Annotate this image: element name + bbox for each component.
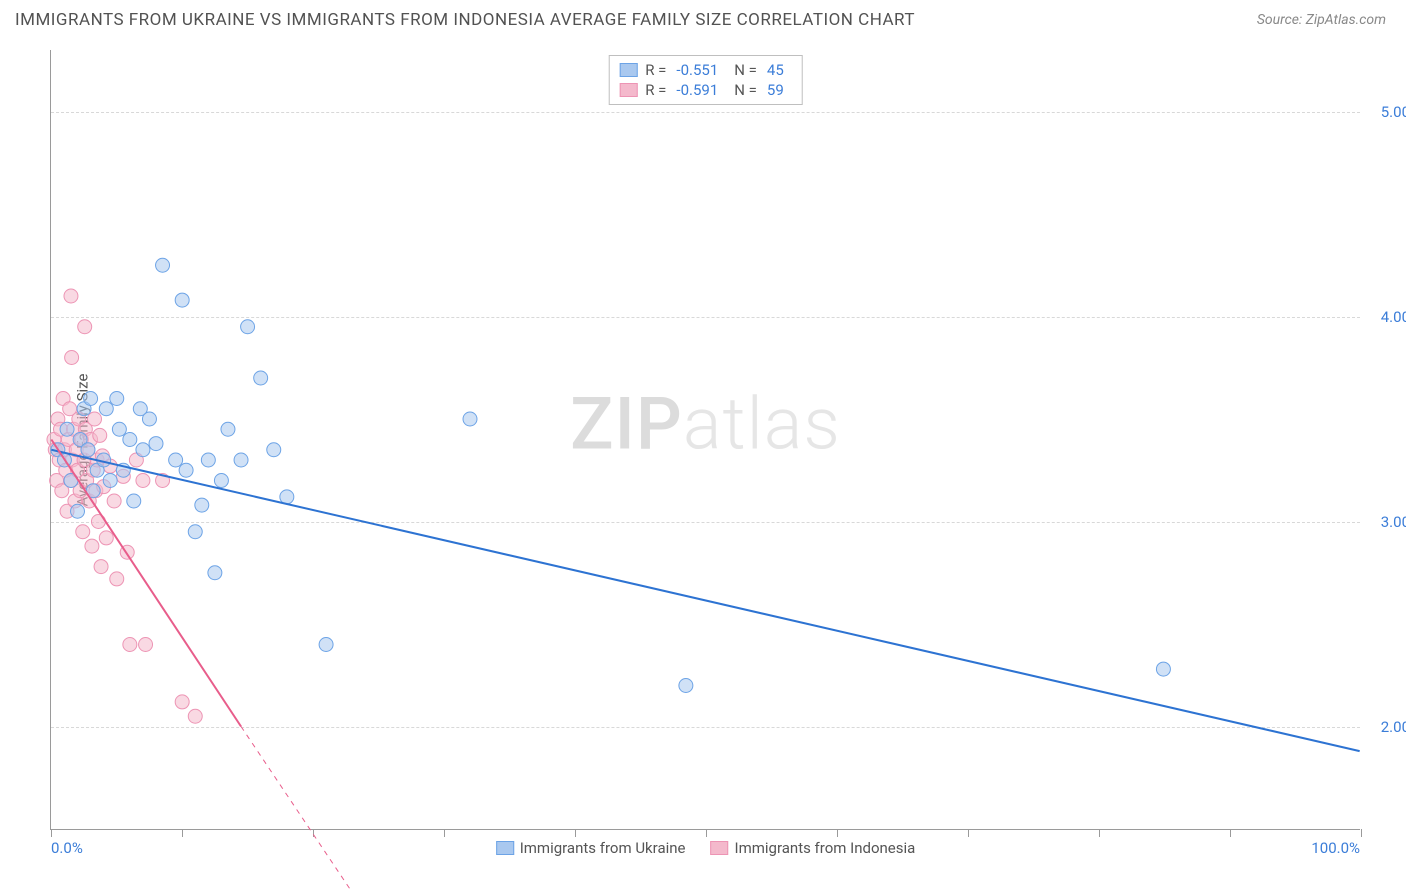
scatter-point <box>201 453 215 467</box>
scatter-point <box>208 566 222 580</box>
x-axis-max-label: 100.0% <box>1311 839 1360 857</box>
scatter-point <box>110 392 124 406</box>
scatter-point <box>136 443 150 457</box>
scatter-point <box>123 433 137 447</box>
scatter-point <box>139 638 153 652</box>
legend-item-1: Immigrants from Indonesia <box>711 839 916 857</box>
x-tick <box>706 829 707 837</box>
scatter-point <box>234 453 248 467</box>
scatter-point <box>110 572 124 586</box>
scatter-point <box>463 412 477 426</box>
n-value-1: 59 <box>767 81 784 99</box>
scatter-point <box>267 443 281 457</box>
scatter-point <box>175 695 189 709</box>
scatter-point <box>241 320 255 334</box>
y-tick-label: 5.00 <box>1365 103 1406 121</box>
r-value-1: -0.591 <box>676 81 718 99</box>
x-tick <box>968 829 969 837</box>
source-label: Source: ZipAtlas.com <box>1257 12 1386 28</box>
scatter-point <box>149 437 163 451</box>
scatter-point <box>1156 662 1170 676</box>
n-value-0: 45 <box>767 61 784 79</box>
legend-swatch-1 <box>619 83 637 97</box>
scatter-point <box>84 392 98 406</box>
scatter-point <box>99 402 113 416</box>
x-tick <box>444 829 445 837</box>
scatter-point <box>107 494 121 508</box>
scatter-point <box>188 525 202 539</box>
scatter-point <box>60 422 74 436</box>
scatter-point <box>188 709 202 723</box>
scatter-point <box>93 428 107 442</box>
x-tick <box>837 829 838 837</box>
scatter-point <box>64 289 78 303</box>
scatter-point <box>112 422 126 436</box>
scatter-point <box>78 320 92 334</box>
x-axis-min-label: 0.0% <box>51 839 83 857</box>
scatter-point <box>195 498 209 512</box>
legend-stats-row-1: R = -0.591 N = 59 <box>619 80 792 100</box>
legend-swatch-0 <box>619 63 637 77</box>
x-tick <box>575 829 576 837</box>
y-tick-label: 4.00 <box>1365 308 1406 326</box>
scatter-point <box>85 539 99 553</box>
scatter-point <box>679 679 693 693</box>
scatter-point <box>169 453 183 467</box>
scatter-point <box>71 504 85 518</box>
legend-swatch-1b <box>711 841 729 855</box>
legend-stats: R = -0.551 N = 45 R = -0.591 N = 59 <box>608 55 803 105</box>
scatter-point <box>127 494 141 508</box>
scatter-point <box>94 560 108 574</box>
r-value-0: -0.551 <box>676 61 718 79</box>
scatter-point <box>76 525 90 539</box>
scatter-point <box>156 258 170 272</box>
chart-title: IMMIGRANTS FROM UKRAINE VS IMMIGRANTS FR… <box>15 10 915 30</box>
plot-area: ZIPatlas 2.003.004.005.00 Average Family… <box>50 50 1360 830</box>
scatter-point <box>254 371 268 385</box>
scatter-point <box>123 638 137 652</box>
scatter-point <box>88 412 102 426</box>
scatter-point <box>99 531 113 545</box>
legend-swatch-0b <box>496 841 514 855</box>
x-tick <box>1361 829 1362 837</box>
scatter-point <box>136 474 150 488</box>
x-tick <box>51 829 52 837</box>
x-tick <box>1099 829 1100 837</box>
scatter-point <box>103 474 117 488</box>
trend-line <box>241 727 378 892</box>
trend-line <box>51 450 1359 751</box>
scatter-point <box>175 293 189 307</box>
y-tick-label: 2.00 <box>1365 718 1406 736</box>
scatter-point <box>142 412 156 426</box>
y-tick-label: 3.00 <box>1365 513 1406 531</box>
scatter-point <box>280 490 294 504</box>
legend-item-0: Immigrants from Ukraine <box>496 839 686 857</box>
legend-stats-row-0: R = -0.551 N = 45 <box>619 60 792 80</box>
scatter-point <box>81 443 95 457</box>
scatter-point <box>319 638 333 652</box>
scatter-point <box>221 422 235 436</box>
chart-svg <box>51 50 1360 829</box>
legend-series: Immigrants from Ukraine Immigrants from … <box>496 839 916 857</box>
x-tick <box>1230 829 1231 837</box>
scatter-point <box>179 463 193 477</box>
scatter-point <box>65 351 79 365</box>
scatter-point <box>214 474 228 488</box>
x-tick <box>182 829 183 837</box>
